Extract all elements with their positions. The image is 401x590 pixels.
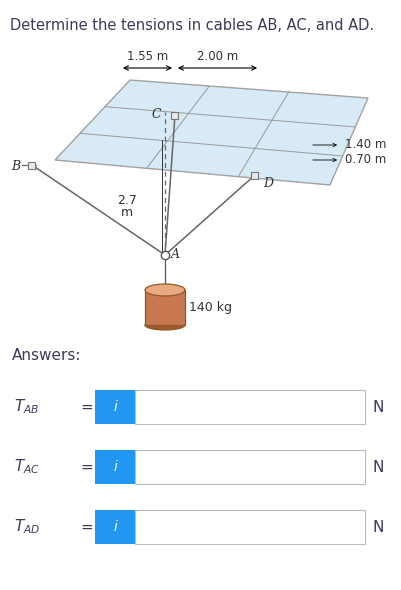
Text: N: N	[372, 520, 383, 535]
Text: N: N	[372, 399, 383, 415]
Text: 1.40 m: 1.40 m	[344, 138, 385, 151]
Text: 2.00 m: 2.00 m	[196, 50, 237, 63]
Text: C: C	[151, 108, 160, 121]
Bar	[135, 450, 364, 484]
Text: Answers:: Answers:	[12, 348, 81, 363]
Polygon shape	[55, 80, 367, 185]
Text: Determine the tensions in cables AB, AC, and AD.: Determine the tensions in cables AB, AC,…	[10, 18, 373, 33]
Bar	[135, 390, 364, 424]
Text: =: =	[80, 460, 93, 474]
Text: D: D	[262, 177, 272, 190]
Bar	[135, 510, 364, 544]
Bar	[145, 290, 184, 325]
Text: A: A	[170, 248, 180, 261]
Text: 1.55 m: 1.55 m	[127, 50, 168, 63]
Bar	[95, 450, 135, 484]
Text: $T_{AB}$: $T_{AB}$	[14, 398, 39, 417]
Text: 2.7: 2.7	[117, 194, 137, 206]
Text: 140 kg: 140 kg	[188, 301, 231, 314]
Text: m: m	[121, 206, 133, 219]
Ellipse shape	[145, 284, 184, 296]
Text: $T_{AC}$: $T_{AC}$	[14, 458, 40, 476]
Bar	[95, 390, 135, 424]
Bar	[28, 162, 35, 169]
Text: $T_{AD}$: $T_{AD}$	[14, 517, 40, 536]
Text: =: =	[80, 399, 93, 415]
Text: i: i	[113, 460, 117, 474]
Text: 0.70 m: 0.70 m	[344, 153, 385, 166]
Bar	[95, 510, 135, 544]
Text: i: i	[113, 520, 117, 534]
Ellipse shape	[145, 320, 184, 330]
Bar	[171, 112, 178, 119]
Text: N: N	[372, 460, 383, 474]
Text: B: B	[11, 160, 20, 173]
Text: i: i	[113, 400, 117, 414]
Text: =: =	[80, 520, 93, 535]
Bar	[251, 172, 258, 179]
